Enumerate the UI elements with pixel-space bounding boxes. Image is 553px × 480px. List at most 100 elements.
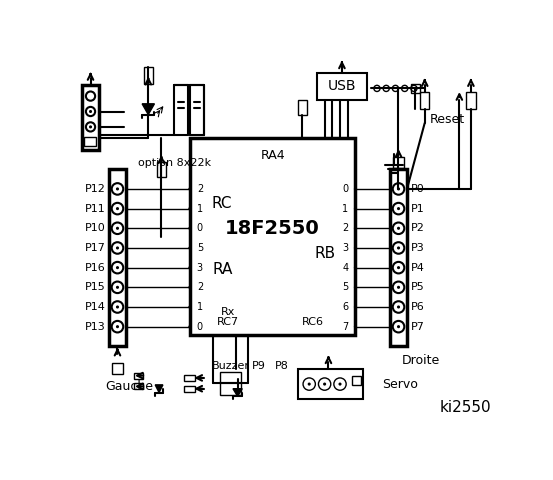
Bar <box>156 162 166 177</box>
Circle shape <box>189 246 191 250</box>
Circle shape <box>393 183 404 195</box>
Circle shape <box>189 187 191 191</box>
Text: 1: 1 <box>342 204 348 214</box>
Polygon shape <box>155 385 163 393</box>
Circle shape <box>307 383 311 385</box>
Text: Rx: Rx <box>221 307 236 317</box>
Circle shape <box>189 266 191 269</box>
Circle shape <box>383 85 389 92</box>
Circle shape <box>189 305 191 309</box>
Text: P3: P3 <box>411 243 425 253</box>
Circle shape <box>189 286 191 289</box>
Circle shape <box>112 321 123 333</box>
Circle shape <box>338 383 342 385</box>
Text: P6: P6 <box>411 302 425 312</box>
Text: Gauche: Gauche <box>105 380 153 393</box>
Text: P14: P14 <box>85 302 106 312</box>
Text: 3: 3 <box>197 263 203 273</box>
Bar <box>298 370 363 399</box>
Circle shape <box>116 305 119 309</box>
Circle shape <box>393 223 404 234</box>
Text: P1: P1 <box>411 204 425 214</box>
Text: 2: 2 <box>197 282 203 292</box>
Circle shape <box>397 305 400 309</box>
Bar <box>112 363 123 374</box>
Circle shape <box>393 282 404 293</box>
Circle shape <box>393 321 404 333</box>
Text: 6: 6 <box>342 302 348 312</box>
Text: P2: P2 <box>411 223 425 233</box>
Text: RA: RA <box>212 262 232 277</box>
Circle shape <box>354 246 357 250</box>
Text: P17: P17 <box>85 243 106 253</box>
Bar <box>85 137 96 146</box>
Text: Droite: Droite <box>401 354 440 367</box>
Circle shape <box>86 107 95 116</box>
Circle shape <box>354 227 357 230</box>
Bar <box>134 372 143 379</box>
Text: P5: P5 <box>411 282 425 292</box>
Circle shape <box>116 246 119 250</box>
Text: P11: P11 <box>85 204 106 214</box>
Circle shape <box>393 262 404 274</box>
Bar <box>390 169 407 347</box>
Text: 0: 0 <box>197 223 203 233</box>
Circle shape <box>319 378 331 390</box>
Bar <box>298 100 307 115</box>
Text: P0: P0 <box>411 184 425 194</box>
Circle shape <box>397 286 400 289</box>
Text: P13: P13 <box>85 322 106 332</box>
Bar <box>190 138 356 335</box>
Bar <box>466 92 476 109</box>
Circle shape <box>116 266 119 269</box>
Text: P10: P10 <box>85 223 106 233</box>
Circle shape <box>354 266 357 269</box>
Circle shape <box>112 242 123 254</box>
Text: 2: 2 <box>342 223 348 233</box>
Circle shape <box>86 92 95 101</box>
Circle shape <box>112 223 123 234</box>
Bar <box>144 67 153 84</box>
Text: ki2550: ki2550 <box>440 400 492 416</box>
Text: 5: 5 <box>197 243 203 253</box>
Text: 0: 0 <box>197 322 203 332</box>
Circle shape <box>116 227 119 230</box>
Circle shape <box>189 325 191 328</box>
Text: Reset: Reset <box>430 113 465 126</box>
Text: 2: 2 <box>197 184 203 194</box>
Bar <box>352 376 361 385</box>
Circle shape <box>189 227 191 230</box>
Bar <box>109 169 126 347</box>
Circle shape <box>393 203 404 215</box>
Circle shape <box>354 207 357 210</box>
Circle shape <box>354 187 357 191</box>
Circle shape <box>323 383 326 385</box>
Text: Servo: Servo <box>382 378 418 391</box>
Text: P8: P8 <box>274 360 289 371</box>
Circle shape <box>116 187 119 191</box>
Bar <box>82 84 99 150</box>
Text: 3: 3 <box>342 243 348 253</box>
Circle shape <box>112 183 123 195</box>
Polygon shape <box>233 389 242 396</box>
Circle shape <box>116 207 119 210</box>
Circle shape <box>401 85 408 92</box>
Bar <box>411 84 420 93</box>
Circle shape <box>393 242 404 254</box>
Text: P15: P15 <box>85 282 106 292</box>
Text: RC7: RC7 <box>217 317 239 327</box>
Circle shape <box>189 207 191 210</box>
Text: 7: 7 <box>342 322 348 332</box>
Text: P7: P7 <box>411 322 425 332</box>
Bar <box>420 92 429 109</box>
Circle shape <box>397 325 400 328</box>
Bar <box>134 384 143 389</box>
Bar <box>185 385 195 392</box>
Text: RA4: RA4 <box>260 149 285 162</box>
Text: RB: RB <box>314 246 335 262</box>
Polygon shape <box>142 104 154 115</box>
Circle shape <box>397 227 400 230</box>
Circle shape <box>112 301 123 313</box>
Circle shape <box>374 85 380 92</box>
Text: 0: 0 <box>342 184 348 194</box>
